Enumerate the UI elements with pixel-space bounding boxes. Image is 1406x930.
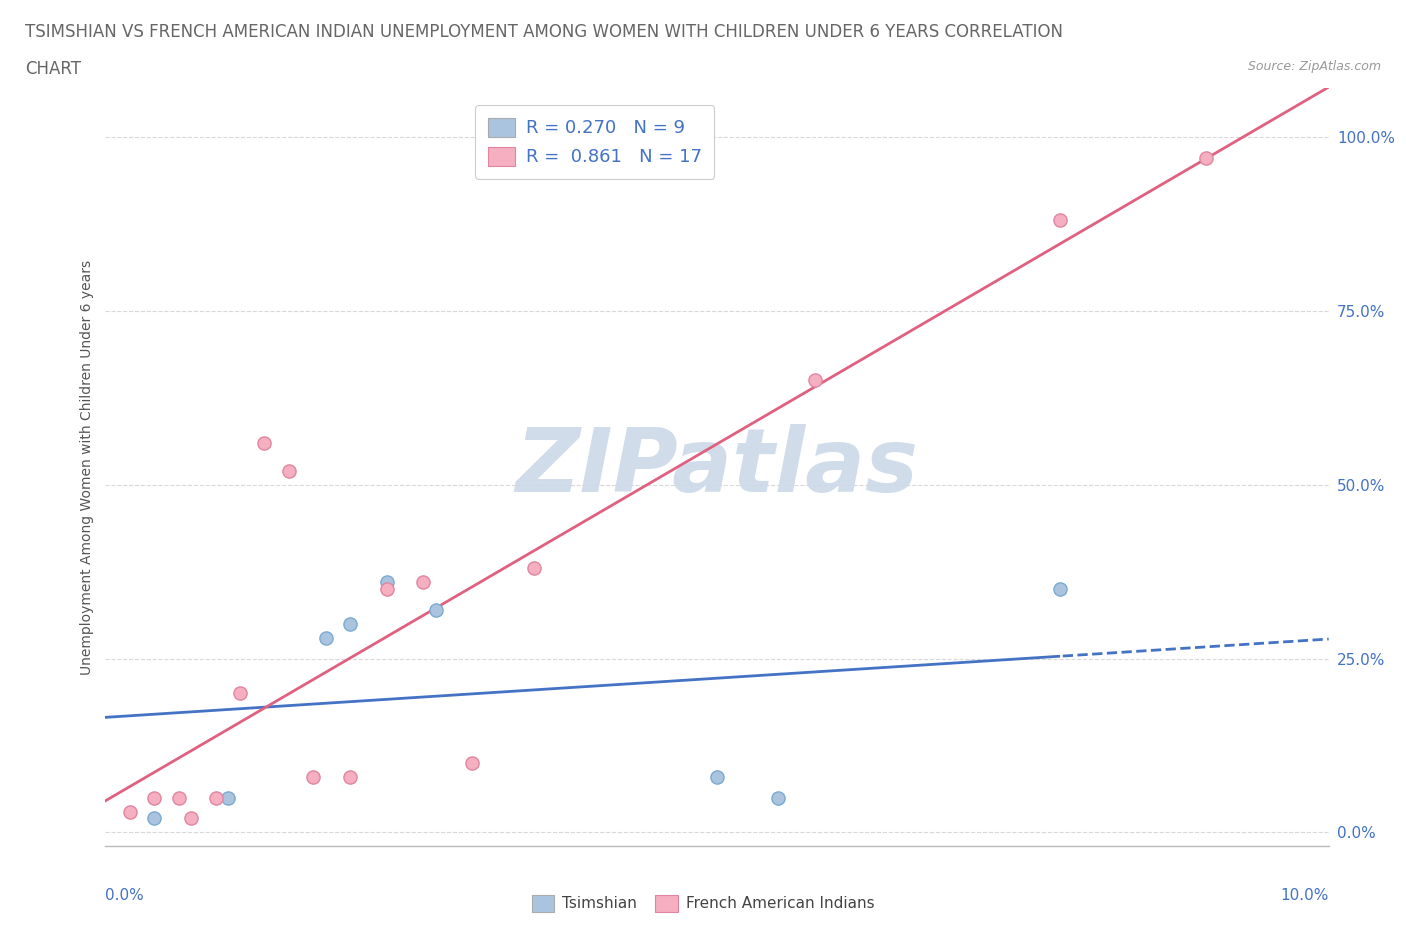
- Point: [768, 790, 790, 805]
- Point: [278, 463, 301, 478]
- Point: [167, 790, 190, 805]
- Point: [1049, 213, 1071, 228]
- Point: [339, 769, 361, 784]
- Point: [375, 575, 398, 590]
- Point: [804, 373, 827, 388]
- Point: [339, 617, 361, 631]
- Point: [412, 575, 434, 590]
- Text: TSIMSHIAN VS FRENCH AMERICAN INDIAN UNEMPLOYMENT AMONG WOMEN WITH CHILDREN UNDER: TSIMSHIAN VS FRENCH AMERICAN INDIAN UNEM…: [25, 23, 1063, 41]
- Point: [180, 811, 202, 826]
- Text: Source: ZipAtlas.com: Source: ZipAtlas.com: [1247, 60, 1381, 73]
- Point: [1049, 581, 1071, 596]
- Point: [523, 561, 546, 576]
- Point: [143, 790, 166, 805]
- Text: CHART: CHART: [25, 60, 82, 78]
- Point: [253, 435, 276, 450]
- Text: ZIPatlas: ZIPatlas: [516, 424, 918, 511]
- Text: 10.0%: 10.0%: [1281, 888, 1329, 903]
- Y-axis label: Unemployment Among Women with Children Under 6 years: Unemployment Among Women with Children U…: [80, 259, 94, 675]
- Legend: R = 0.270   N = 9, R =  0.861   N = 17: R = 0.270 N = 9, R = 0.861 N = 17: [475, 105, 714, 179]
- Point: [1195, 151, 1218, 166]
- Legend: Tsimshian, French American Indians: Tsimshian, French American Indians: [526, 889, 880, 918]
- Point: [315, 631, 337, 645]
- Point: [118, 804, 141, 819]
- Point: [706, 769, 728, 784]
- Text: 0.0%: 0.0%: [105, 888, 145, 903]
- Point: [204, 790, 226, 805]
- Point: [217, 790, 239, 805]
- Point: [229, 686, 252, 701]
- Point: [375, 581, 398, 596]
- Point: [143, 811, 166, 826]
- Point: [425, 603, 447, 618]
- Point: [302, 769, 325, 784]
- Point: [461, 755, 484, 770]
